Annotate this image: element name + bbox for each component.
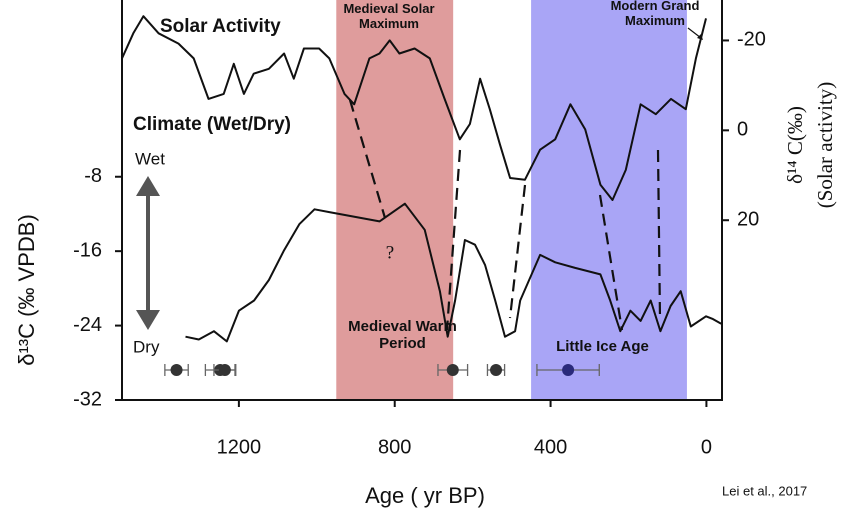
y2-tick-label: 20	[737, 209, 759, 231]
date-point	[562, 364, 575, 376]
y2-axis-label: δ¹⁴ C(‰)	[783, 106, 807, 184]
date-point	[218, 364, 231, 376]
date-point	[490, 364, 503, 376]
series-line	[121, 15, 707, 201]
y-tick-label: -8	[84, 165, 102, 187]
date-point	[446, 364, 459, 376]
dashed-link	[348, 99, 662, 331]
region-top-label: Medieval Solar Maximum	[343, 1, 435, 31]
y-tick-label: -24	[73, 314, 102, 336]
x-tick-label: 800	[378, 436, 411, 458]
y2-axis-label: (Solar activity)	[813, 82, 837, 209]
annotation: Wet	[135, 149, 165, 168]
region-label: Medieval Warm Period	[348, 318, 457, 353]
annotation: ?	[386, 242, 394, 263]
y2-tick-label: -20	[737, 29, 766, 51]
source: Lei et al., 2017	[722, 483, 807, 498]
x-tick-label: 400	[534, 436, 567, 458]
annotation: Dry	[133, 337, 160, 356]
series-line	[185, 202, 722, 343]
region-label: Little Ice Age	[556, 338, 649, 355]
x-tick-label: 1200	[217, 436, 262, 458]
y-tick-label: -16	[73, 239, 102, 261]
annotation: Modern Grand Maximum	[610, 0, 700, 28]
shaded-region	[531, 0, 687, 400]
decorations	[121, 0, 723, 401]
series-label: Solar Activity	[160, 16, 281, 37]
y-axis-label: δ¹³C (‰ VPDB)	[14, 214, 39, 366]
y-tick-label: -32	[73, 388, 102, 410]
series-label: Climate (Wet/Dry)	[133, 114, 291, 135]
x-axis-label: Age ( yr BP)	[365, 483, 485, 508]
y2-tick-label: 0	[737, 119, 748, 141]
x-tick-label: 0	[701, 436, 712, 458]
date-point	[170, 364, 183, 376]
